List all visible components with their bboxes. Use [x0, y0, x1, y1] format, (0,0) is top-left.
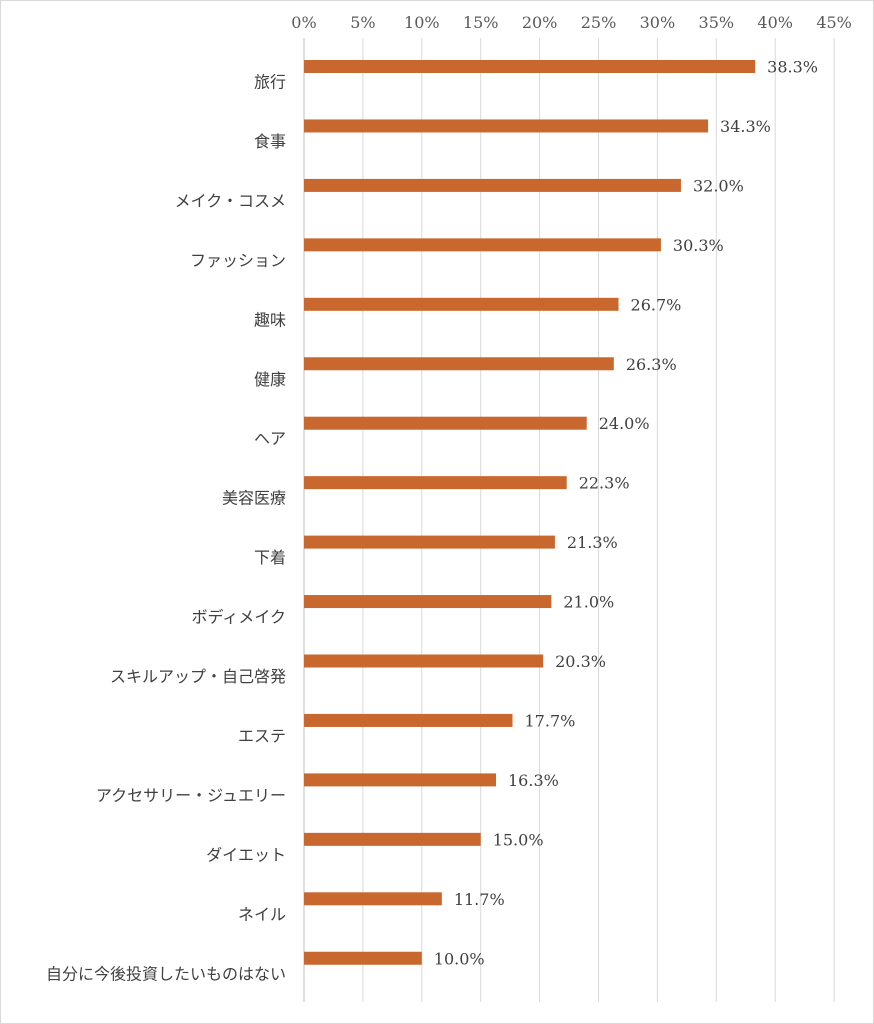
data-label: 34.3% — [720, 117, 771, 136]
data-label: 16.3% — [508, 771, 559, 790]
bar — [304, 773, 497, 787]
bar — [304, 119, 709, 133]
data-label: 26.7% — [631, 295, 682, 314]
x-tick-label: 45% — [816, 13, 852, 32]
x-tick-label: 5% — [350, 13, 375, 32]
bar — [304, 357, 614, 371]
category-label: 健康 — [254, 370, 286, 389]
category-label: ファッション — [190, 251, 286, 270]
bars — [304, 60, 756, 965]
category-label: ネイル — [238, 905, 286, 924]
bar — [304, 832, 481, 846]
bar — [304, 535, 555, 549]
category-label: 下着 — [254, 548, 286, 567]
data-label: 21.3% — [567, 533, 618, 552]
data-label: 22.3% — [579, 474, 630, 493]
bar — [304, 476, 567, 490]
x-axis-tick-labels: 0% 5% 10% 15% 20% 25% 30% 35% 40% 45% — [291, 13, 852, 32]
category-label: ダイエット — [206, 845, 286, 864]
category-label: アクセサリー・ジュエリー — [96, 786, 286, 805]
data-label: 17.7% — [525, 711, 576, 730]
category-labels: 旅行食事メイク・コスメファッション趣味健康ヘア美容医療下着ボディメイクスキルアッ… — [46, 73, 286, 984]
x-tick-label: 40% — [757, 13, 793, 32]
bar — [304, 713, 513, 727]
category-label: 旅行 — [254, 73, 286, 92]
x-tick-label: 30% — [640, 13, 676, 32]
category-label: 美容医療 — [222, 489, 286, 508]
bar — [304, 178, 681, 192]
bar — [304, 892, 442, 906]
category-label: 自分に今後投資したいものはない — [46, 964, 286, 983]
category-label: ボディメイク — [191, 608, 286, 627]
x-tick-label: 10% — [404, 13, 440, 32]
category-label: ヘア — [254, 429, 286, 448]
x-tick-label: 25% — [581, 13, 617, 32]
bar — [304, 951, 422, 965]
category-label: メイク・コスメ — [175, 191, 286, 210]
x-tick-label: 35% — [699, 13, 735, 32]
x-tick-label: 20% — [522, 13, 558, 32]
data-labels: 38.3% 34.3% 32.0% 30.3% 26.7% 26.3% 24.0% 22.3%… — [434, 58, 818, 969]
category-label: エステ — [238, 726, 286, 745]
data-label: 24.0% — [599, 414, 650, 433]
data-label: 30.3% — [673, 236, 724, 255]
category-label: 食事 — [254, 132, 286, 151]
data-label: 21.0% — [563, 593, 614, 612]
bar — [304, 60, 756, 73]
x-tick-label: 15% — [463, 13, 499, 32]
x-tick-label: 0% — [291, 13, 316, 32]
data-label: 20.3% — [555, 652, 606, 671]
data-label: 11.7% — [454, 890, 505, 909]
data-label: 10.0% — [434, 949, 485, 968]
data-label: 38.3% — [767, 58, 818, 77]
bar — [304, 595, 552, 609]
category-label: スキルアップ・自己啓発 — [110, 667, 286, 686]
bar — [304, 416, 587, 430]
category-label: 趣味 — [254, 310, 286, 329]
data-label: 32.0% — [693, 176, 744, 195]
bar — [304, 654, 544, 668]
bar — [304, 238, 661, 252]
data-label: 26.3% — [626, 355, 677, 374]
bar — [304, 297, 619, 311]
data-label: 15.0% — [493, 830, 544, 849]
